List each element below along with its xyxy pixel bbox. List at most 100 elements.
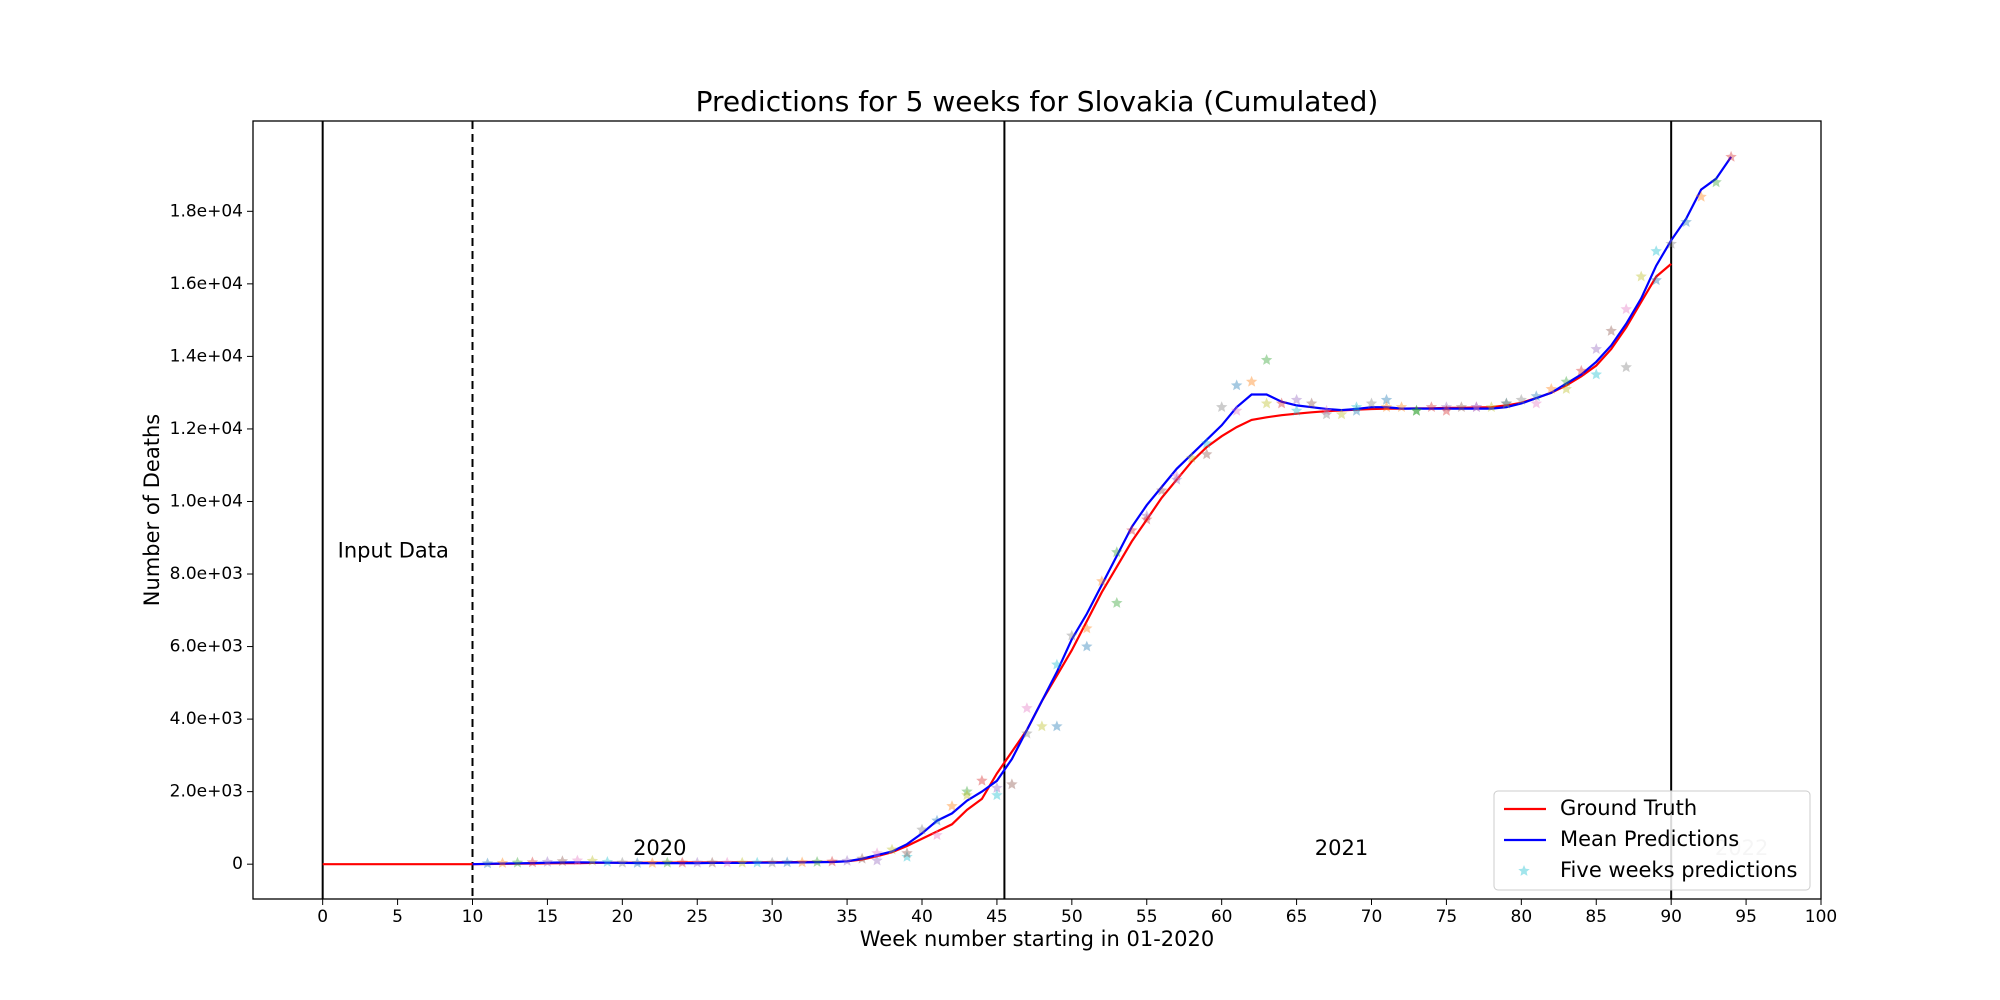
- scatter-star: [1710, 176, 1722, 188]
- legend-marker: [1518, 865, 1530, 876]
- scatter-star: [1590, 343, 1602, 354]
- scatter-star: [1006, 778, 1018, 790]
- scatter-star: [796, 856, 808, 868]
- scatter-star: [1066, 629, 1078, 641]
- scatter-star: [1290, 393, 1303, 405]
- scatter-star: [1186, 452, 1198, 463]
- scatter-star: [751, 856, 763, 868]
- scatter-star: [841, 854, 853, 866]
- scatter-star: [1575, 364, 1587, 376]
- plot-frame: [252, 120, 1822, 900]
- annotation: 2020: [633, 836, 686, 860]
- scatter-star: [1350, 404, 1363, 416]
- scatter-star: [586, 854, 599, 866]
- x-tick-label: 25: [686, 907, 708, 927]
- scatter-star: [991, 782, 1003, 793]
- scatter-star: [1111, 546, 1123, 558]
- y-tick-label: 1.4e+04: [170, 346, 243, 366]
- x-tick-label: 40: [911, 907, 933, 927]
- scatter-star: [856, 852, 868, 864]
- scatter-star: [1350, 401, 1363, 412]
- scatter-star: [721, 856, 733, 868]
- x-tick-label: 30: [761, 907, 783, 927]
- scatter-star: [1560, 383, 1572, 394]
- scatter-star: [1650, 274, 1662, 286]
- scatter-star: [1365, 397, 1378, 409]
- scatter-star: [646, 857, 658, 868]
- scatter-star: [1530, 390, 1542, 402]
- legend-box: [1493, 790, 1811, 891]
- scatter-star: [1260, 397, 1273, 409]
- y-tick-label: 1.2e+04: [170, 419, 243, 439]
- scatter-star: [1111, 597, 1123, 608]
- scatter-star: [1201, 448, 1213, 460]
- scatter-star: [511, 856, 524, 868]
- scatter-star: [601, 856, 614, 867]
- scatter-star: [1171, 473, 1183, 485]
- chart-title: Predictions for 5 weeks for Slovakia (Cu…: [696, 85, 1379, 118]
- scatter-star: [1141, 510, 1153, 521]
- x-tick-label: 65: [1286, 907, 1308, 927]
- scatter-star: [1230, 404, 1243, 416]
- scatter-star: [961, 789, 973, 801]
- scatter-star: [676, 856, 688, 868]
- scatter-star: [1650, 245, 1662, 257]
- x-axis-label: Week number starting in 01-2020: [860, 927, 1214, 951]
- scatter-star: [1036, 720, 1048, 732]
- y-tick-label: 2.0e+03: [170, 782, 243, 802]
- y-tick-label: 4.0e+03: [170, 709, 243, 729]
- x-tick-label: 85: [1585, 907, 1607, 927]
- scatter-star: [871, 854, 883, 866]
- scatter-star: [901, 850, 913, 862]
- scatter-star: [1605, 325, 1617, 336]
- scatter-star: [631, 857, 643, 868]
- scatter-star: [766, 856, 778, 868]
- scatter-star: [1096, 575, 1108, 587]
- y-axis-label: Number of Deaths: [140, 414, 164, 606]
- scatter-star: [1470, 401, 1483, 412]
- scatter-star: [1695, 190, 1707, 202]
- scatter-star: [1590, 368, 1602, 380]
- scatter-star: [541, 856, 554, 867]
- scatter-star: [1530, 397, 1542, 409]
- legend-label: Ground Truth: [1560, 796, 1697, 820]
- scatter-star: [1156, 484, 1168, 496]
- y-tick-label: 8.0e+03: [170, 564, 243, 584]
- x-tick-label: 5: [392, 907, 403, 927]
- scatter-star: [481, 857, 494, 869]
- scatter-star: [1051, 658, 1063, 670]
- y-tick-label: 1.6e+04: [170, 274, 243, 294]
- x-tick-label: 15: [537, 907, 559, 927]
- scatter-star: [1081, 640, 1093, 652]
- scatter-star: [1021, 727, 1033, 739]
- scatter-star: [1335, 408, 1348, 420]
- x-tick-label: 80: [1511, 907, 1533, 927]
- scatter-star: [1635, 270, 1647, 282]
- y-tick-label: 1.0e+04: [170, 491, 243, 511]
- scatter-star: [1515, 393, 1527, 405]
- scatter-star: [1081, 622, 1093, 634]
- scatter-star: [661, 856, 673, 868]
- scatter-star: [931, 829, 943, 840]
- x-tick-label: 90: [1660, 907, 1682, 927]
- scatter-star: [1380, 401, 1393, 412]
- series-line: [472, 156, 1733, 866]
- scatter-star: [1290, 404, 1303, 416]
- scatter-star: [1545, 383, 1557, 394]
- scatter-star: [826, 855, 838, 867]
- scatter-star: [1245, 375, 1258, 387]
- scatter-star: [931, 814, 943, 826]
- scatter-star: [1665, 238, 1677, 249]
- scatter-star: [1305, 397, 1318, 409]
- scatter-star: [1560, 375, 1572, 387]
- scatter-star: [571, 854, 584, 866]
- x-tick-label: 75: [1436, 907, 1458, 927]
- x-tick-label: 100: [1805, 907, 1837, 927]
- scatter-star: [1485, 401, 1498, 412]
- scatter-star: [1410, 404, 1423, 416]
- scatter-star: [1620, 303, 1632, 315]
- scatter-star: [1171, 470, 1183, 481]
- scatter-star: [1126, 524, 1138, 536]
- scatter-star: [916, 823, 928, 835]
